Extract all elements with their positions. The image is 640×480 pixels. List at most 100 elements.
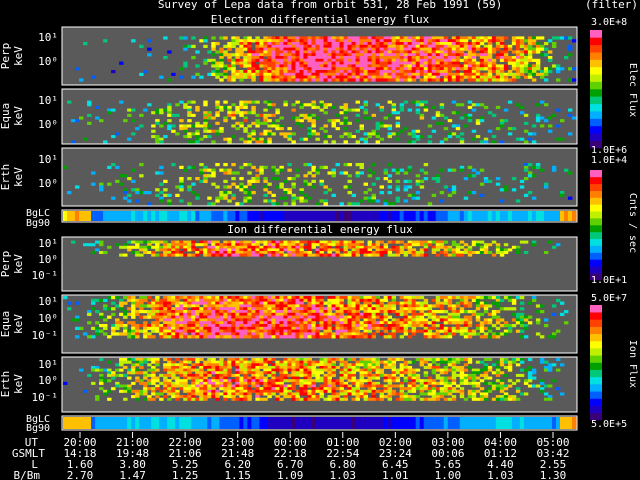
- heat-cell: [219, 379, 224, 383]
- heat-cell: [359, 75, 364, 79]
- heat-cell: [267, 304, 272, 308]
- heat-cell: [223, 243, 228, 247]
- heat-cell: [487, 42, 493, 46]
- heat-cell: [455, 61, 461, 65]
- heat-cell: [151, 324, 156, 328]
- heat-cell: [311, 360, 316, 364]
- heat-cell: [119, 384, 124, 388]
- heat-cell: [327, 387, 332, 391]
- heat-cell: [323, 124, 328, 128]
- heat-cell: [147, 395, 152, 399]
- heat-cell: [179, 179, 184, 183]
- heat-cell: [143, 387, 148, 391]
- heat-cell: [499, 253, 505, 257]
- heat-cell: [211, 182, 216, 186]
- heat-cell: [507, 329, 513, 333]
- heat-cell: [347, 67, 352, 71]
- heat-cell: [495, 47, 501, 51]
- heat-cell: [247, 310, 252, 314]
- heat-cell: [231, 72, 236, 76]
- heat-cell: [395, 39, 401, 43]
- heat-cell: [311, 395, 316, 399]
- heat-cell: [227, 243, 232, 247]
- heat-cell: [427, 310, 433, 314]
- heat-cell: [255, 326, 260, 330]
- heat-cell: [395, 253, 401, 257]
- heat-cell: [543, 324, 549, 328]
- heat-cell: [327, 50, 332, 54]
- heat-cell: [551, 335, 557, 339]
- heat-cell: [259, 78, 264, 82]
- heat-cell: [343, 132, 348, 136]
- heat-cell: [531, 78, 537, 82]
- heat-cell: [407, 58, 413, 62]
- heat-cell: [559, 301, 565, 305]
- heat-cell: [331, 168, 336, 172]
- heat-cell: [303, 360, 308, 364]
- heat-cell: [91, 298, 96, 302]
- heat-cell: [383, 47, 389, 51]
- heat-cell: [279, 70, 284, 74]
- heat-cell: [379, 315, 385, 319]
- heat-cell: [343, 75, 348, 79]
- heat-cell: [447, 56, 453, 60]
- heat-cell: [215, 111, 220, 115]
- heat-cell: [451, 251, 457, 254]
- heat-cell: [239, 124, 244, 128]
- heat-cell: [247, 171, 252, 175]
- heat-cell: [271, 312, 276, 316]
- heat-cell: [347, 121, 352, 125]
- heat-cell: [307, 248, 312, 252]
- heat-cell: [411, 389, 417, 393]
- heat-cell: [227, 137, 232, 141]
- heat-cell: [495, 326, 501, 330]
- heat-cell: [219, 315, 224, 319]
- heat-cell: [427, 326, 433, 330]
- heat-cell: [423, 298, 429, 302]
- heat-cell: [519, 324, 525, 328]
- heat-cell: [227, 253, 232, 257]
- heat-cell: [327, 358, 332, 362]
- heat-cell: [411, 332, 417, 336]
- heat-cell: [499, 36, 505, 40]
- heat-cell: [343, 384, 348, 388]
- heat-cell: [299, 39, 304, 43]
- heat-cell: [383, 329, 389, 333]
- heat-cell: [543, 70, 549, 74]
- heat-cell: [183, 36, 188, 40]
- heat-cell: [279, 182, 284, 186]
- heat-cell: [223, 168, 228, 172]
- heat-cell: [519, 296, 525, 300]
- heat-cell: [531, 50, 537, 54]
- heat-cell: [487, 72, 493, 76]
- heat-cell: [291, 44, 296, 48]
- heat-cell: [435, 304, 441, 308]
- heat-cell: [187, 373, 192, 377]
- heat-cell: [295, 379, 300, 383]
- heat-cell: [407, 44, 413, 48]
- heat-cell: [207, 174, 212, 178]
- heat-cell: [243, 56, 248, 60]
- heat-cell: [311, 50, 316, 54]
- heat-cell: [315, 64, 320, 68]
- heat-cell: [135, 310, 140, 314]
- heat-cell: [247, 135, 252, 139]
- heat-cell: [139, 381, 144, 385]
- heat-cell: [259, 58, 264, 62]
- heat-cell: [335, 42, 340, 46]
- heat-cell: [127, 177, 132, 181]
- heat-cell: [327, 296, 332, 300]
- heat-cell: [99, 329, 104, 333]
- heat-cell: [403, 199, 409, 203]
- heat-cell: [423, 324, 429, 328]
- heat-cell: [99, 373, 104, 377]
- heat-cell: [103, 326, 108, 330]
- heat-cell: [531, 67, 537, 71]
- heat-cell: [231, 315, 236, 319]
- heat-cell: [459, 332, 465, 336]
- heat-cell: [223, 196, 228, 200]
- heat-cell: [259, 376, 264, 380]
- heat-cell: [415, 103, 421, 107]
- heat-cell: [183, 387, 188, 391]
- heat-cell: [299, 392, 304, 396]
